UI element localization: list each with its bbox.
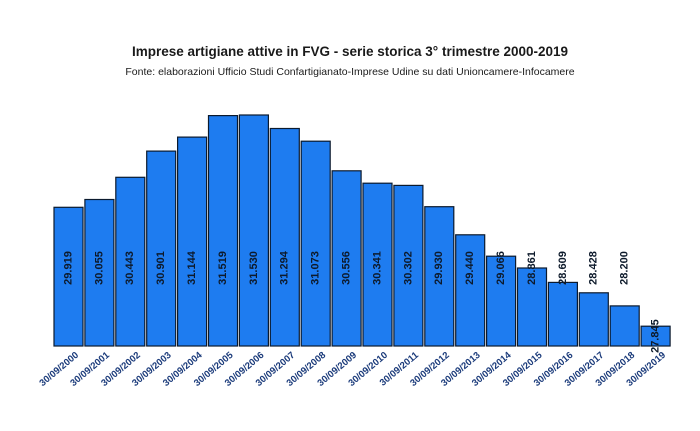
value-label: 28.609: [557, 251, 569, 285]
bar-30/09/2005: [207, 114, 239, 347]
value-label: 28.428: [588, 251, 600, 285]
bar-30/09/2010: [362, 182, 393, 347]
bar-30/09/2019: [640, 325, 671, 347]
value-label: 27.845: [650, 319, 662, 353]
value-label: 30.443: [124, 251, 136, 285]
value-label: 31.519: [217, 251, 229, 285]
bar-30/09/2000: [53, 206, 84, 347]
bar-30/09/2004: [177, 136, 208, 347]
value-label: 31.144: [186, 250, 198, 285]
value-label: 31.530: [248, 251, 260, 285]
chart-title: Imprese artigiane attive in FVG - serie …: [131, 44, 569, 59]
value-label: 29.930: [433, 251, 445, 285]
value-label: 28.861: [526, 251, 538, 285]
bar-30/09/2002: [115, 176, 146, 347]
value-label: 30.341: [371, 251, 383, 285]
bar-30/09/2017: [578, 292, 609, 347]
bar-30/09/2001: [84, 198, 115, 347]
bar-30/09/2007: [269, 127, 300, 347]
value-label: 31.294: [279, 250, 291, 285]
bar-30/09/2009: [331, 170, 362, 347]
bar-30/09/2011: [393, 184, 424, 347]
bar-30/09/2015: [516, 267, 548, 347]
bar-30/09/2016: [547, 281, 579, 347]
bar-30/09/2012: [424, 206, 455, 347]
value-label: 29.919: [62, 251, 74, 285]
bar-30/09/2003: [146, 150, 177, 347]
value-label: 29.440: [464, 251, 476, 285]
chart-subtitle: Fonte: elaborazioni Ufficio Studi Confar…: [125, 66, 575, 78]
bar-30/09/2006: [238, 114, 269, 347]
value-label: 30.055: [93, 251, 105, 285]
value-label: 30.901: [155, 251, 167, 285]
value-label: 28.200: [619, 251, 631, 285]
bar-30/09/2014: [486, 255, 517, 347]
bar-30/09/2013: [455, 234, 486, 347]
value-label: 30.302: [402, 251, 414, 285]
bar-30/09/2008: [300, 140, 331, 347]
bar-30/09/2018: [609, 305, 640, 347]
value-label: 29.066: [495, 251, 507, 285]
value-label: 30.556: [341, 251, 353, 285]
value-label: 31.073: [310, 251, 322, 285]
